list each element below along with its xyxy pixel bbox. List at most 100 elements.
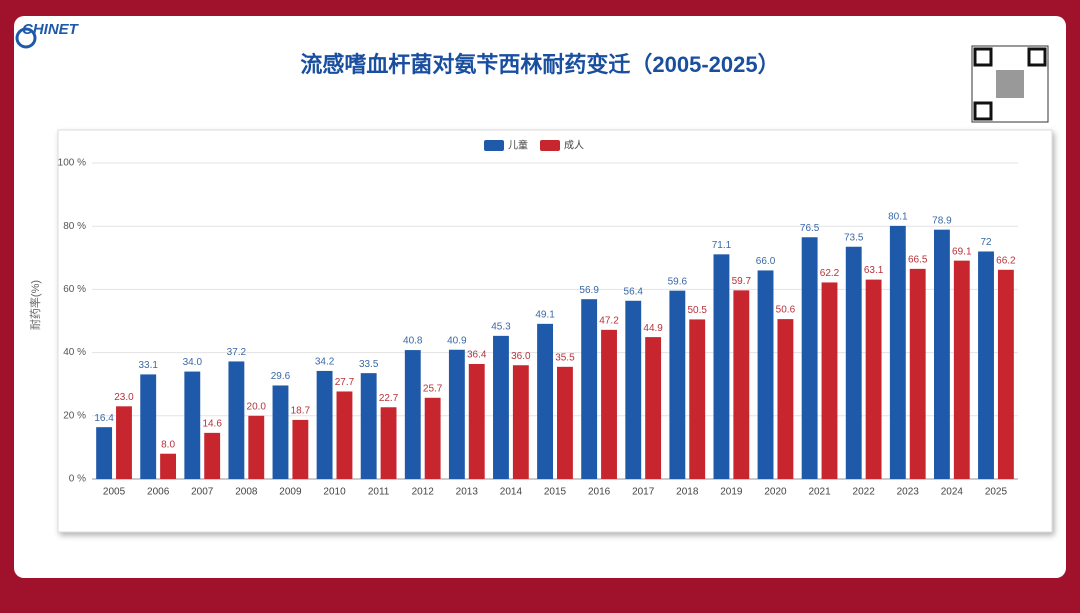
value-label: 66.0 [756,256,776,267]
x-tick-label: 2016 [588,487,611,498]
bar [184,371,201,479]
value-label: 56.4 [624,286,644,297]
bar [248,415,265,479]
x-tick-label: 2018 [676,487,699,498]
bar [272,385,289,479]
value-label: 27.7 [335,377,355,388]
x-tick-label: 2012 [412,487,435,498]
bar [953,260,970,479]
bar [889,225,906,479]
y-tick-label: 60 % [63,284,86,295]
y-tick-label: 100 % [58,158,86,169]
x-tick-label: 2008 [235,487,258,498]
x-tick-label: 2015 [544,487,567,498]
value-label: 33.1 [138,360,158,371]
bar [845,246,862,479]
x-tick-label: 2020 [764,487,787,498]
chart-title: 流感嗜血杆菌对氨苄西林耐药变迁（2005-2025） [300,52,779,77]
value-label: 56.9 [579,285,599,296]
value-label: 35.5 [555,352,575,363]
value-label: 59.6 [668,276,688,287]
value-label: 36.4 [467,350,487,361]
value-label: 29.6 [271,371,291,382]
qr-code [971,45,1049,123]
value-label: 66.5 [908,255,928,266]
x-tick-label: 2013 [456,487,479,498]
bar [713,254,730,479]
bar [360,373,377,479]
logo: CHINET [22,21,80,38]
bar [645,337,662,479]
value-label: 50.6 [776,305,796,316]
y-axis-label: 耐药率(%) [28,280,42,330]
bar [733,290,750,479]
legend-swatch [484,140,504,151]
bar [512,365,529,479]
bar [581,299,598,479]
value-label: 45.3 [491,321,511,332]
bar [601,329,617,479]
y-tick-label: 0 % [69,474,86,485]
bar [909,268,926,479]
bar [757,270,774,479]
bar [493,335,509,479]
x-tick-label: 2022 [853,487,876,498]
value-label: 16.4 [94,413,114,424]
bar [204,432,221,479]
value-label: 40.9 [447,335,467,346]
legend-label: 成人 [564,140,584,152]
y-tick-label: 40 % [63,347,86,358]
bar [96,427,113,479]
qr-corner [1027,47,1047,67]
bar [116,406,132,479]
legend-label: 儿童 [508,139,528,152]
bar [140,374,157,479]
x-tick-label: 2023 [897,487,920,498]
x-tick-label: 2009 [279,487,302,498]
value-label: 36.0 [511,351,531,362]
logo-mark [15,27,37,49]
bar [777,319,794,479]
x-tick-label: 2014 [500,487,523,498]
bar [821,282,838,479]
bar [997,269,1014,479]
value-label: 34.0 [183,357,203,368]
value-label: 50.5 [687,305,707,316]
bar [404,350,421,479]
value-label: 49.1 [535,309,555,320]
qr-corner [973,47,993,67]
bar [689,319,706,479]
qr-corner [973,101,993,121]
value-label: 14.6 [202,419,222,430]
legend-swatch [540,140,560,151]
bar [228,361,245,479]
x-tick-label: 2025 [985,487,1008,498]
bar [468,363,485,479]
value-label: 78.9 [932,215,952,226]
x-tick-label: 2011 [368,487,390,498]
bar [865,279,882,479]
bar [669,290,686,479]
bar [448,349,465,479]
value-label: 47.2 [599,315,619,326]
qr-frame [971,45,1049,123]
bar [292,419,309,479]
y-tick-label: 80 % [63,221,86,232]
bar [424,397,441,479]
y-tick-label: 20 % [63,410,86,421]
bar [801,237,818,479]
bar [380,407,397,479]
bar [316,370,333,479]
bar [537,323,553,479]
value-label: 8.0 [161,439,175,450]
x-tick-label: 2010 [323,487,346,498]
x-tick-label: 2019 [720,487,743,498]
value-label: 72 [980,237,992,248]
bar [160,453,177,479]
value-label: 25.7 [423,383,443,394]
bar [625,300,642,479]
bar [978,251,994,479]
chart-panel [57,129,1053,533]
value-label: 33.5 [359,359,379,370]
x-tick-label: 2024 [941,487,964,498]
